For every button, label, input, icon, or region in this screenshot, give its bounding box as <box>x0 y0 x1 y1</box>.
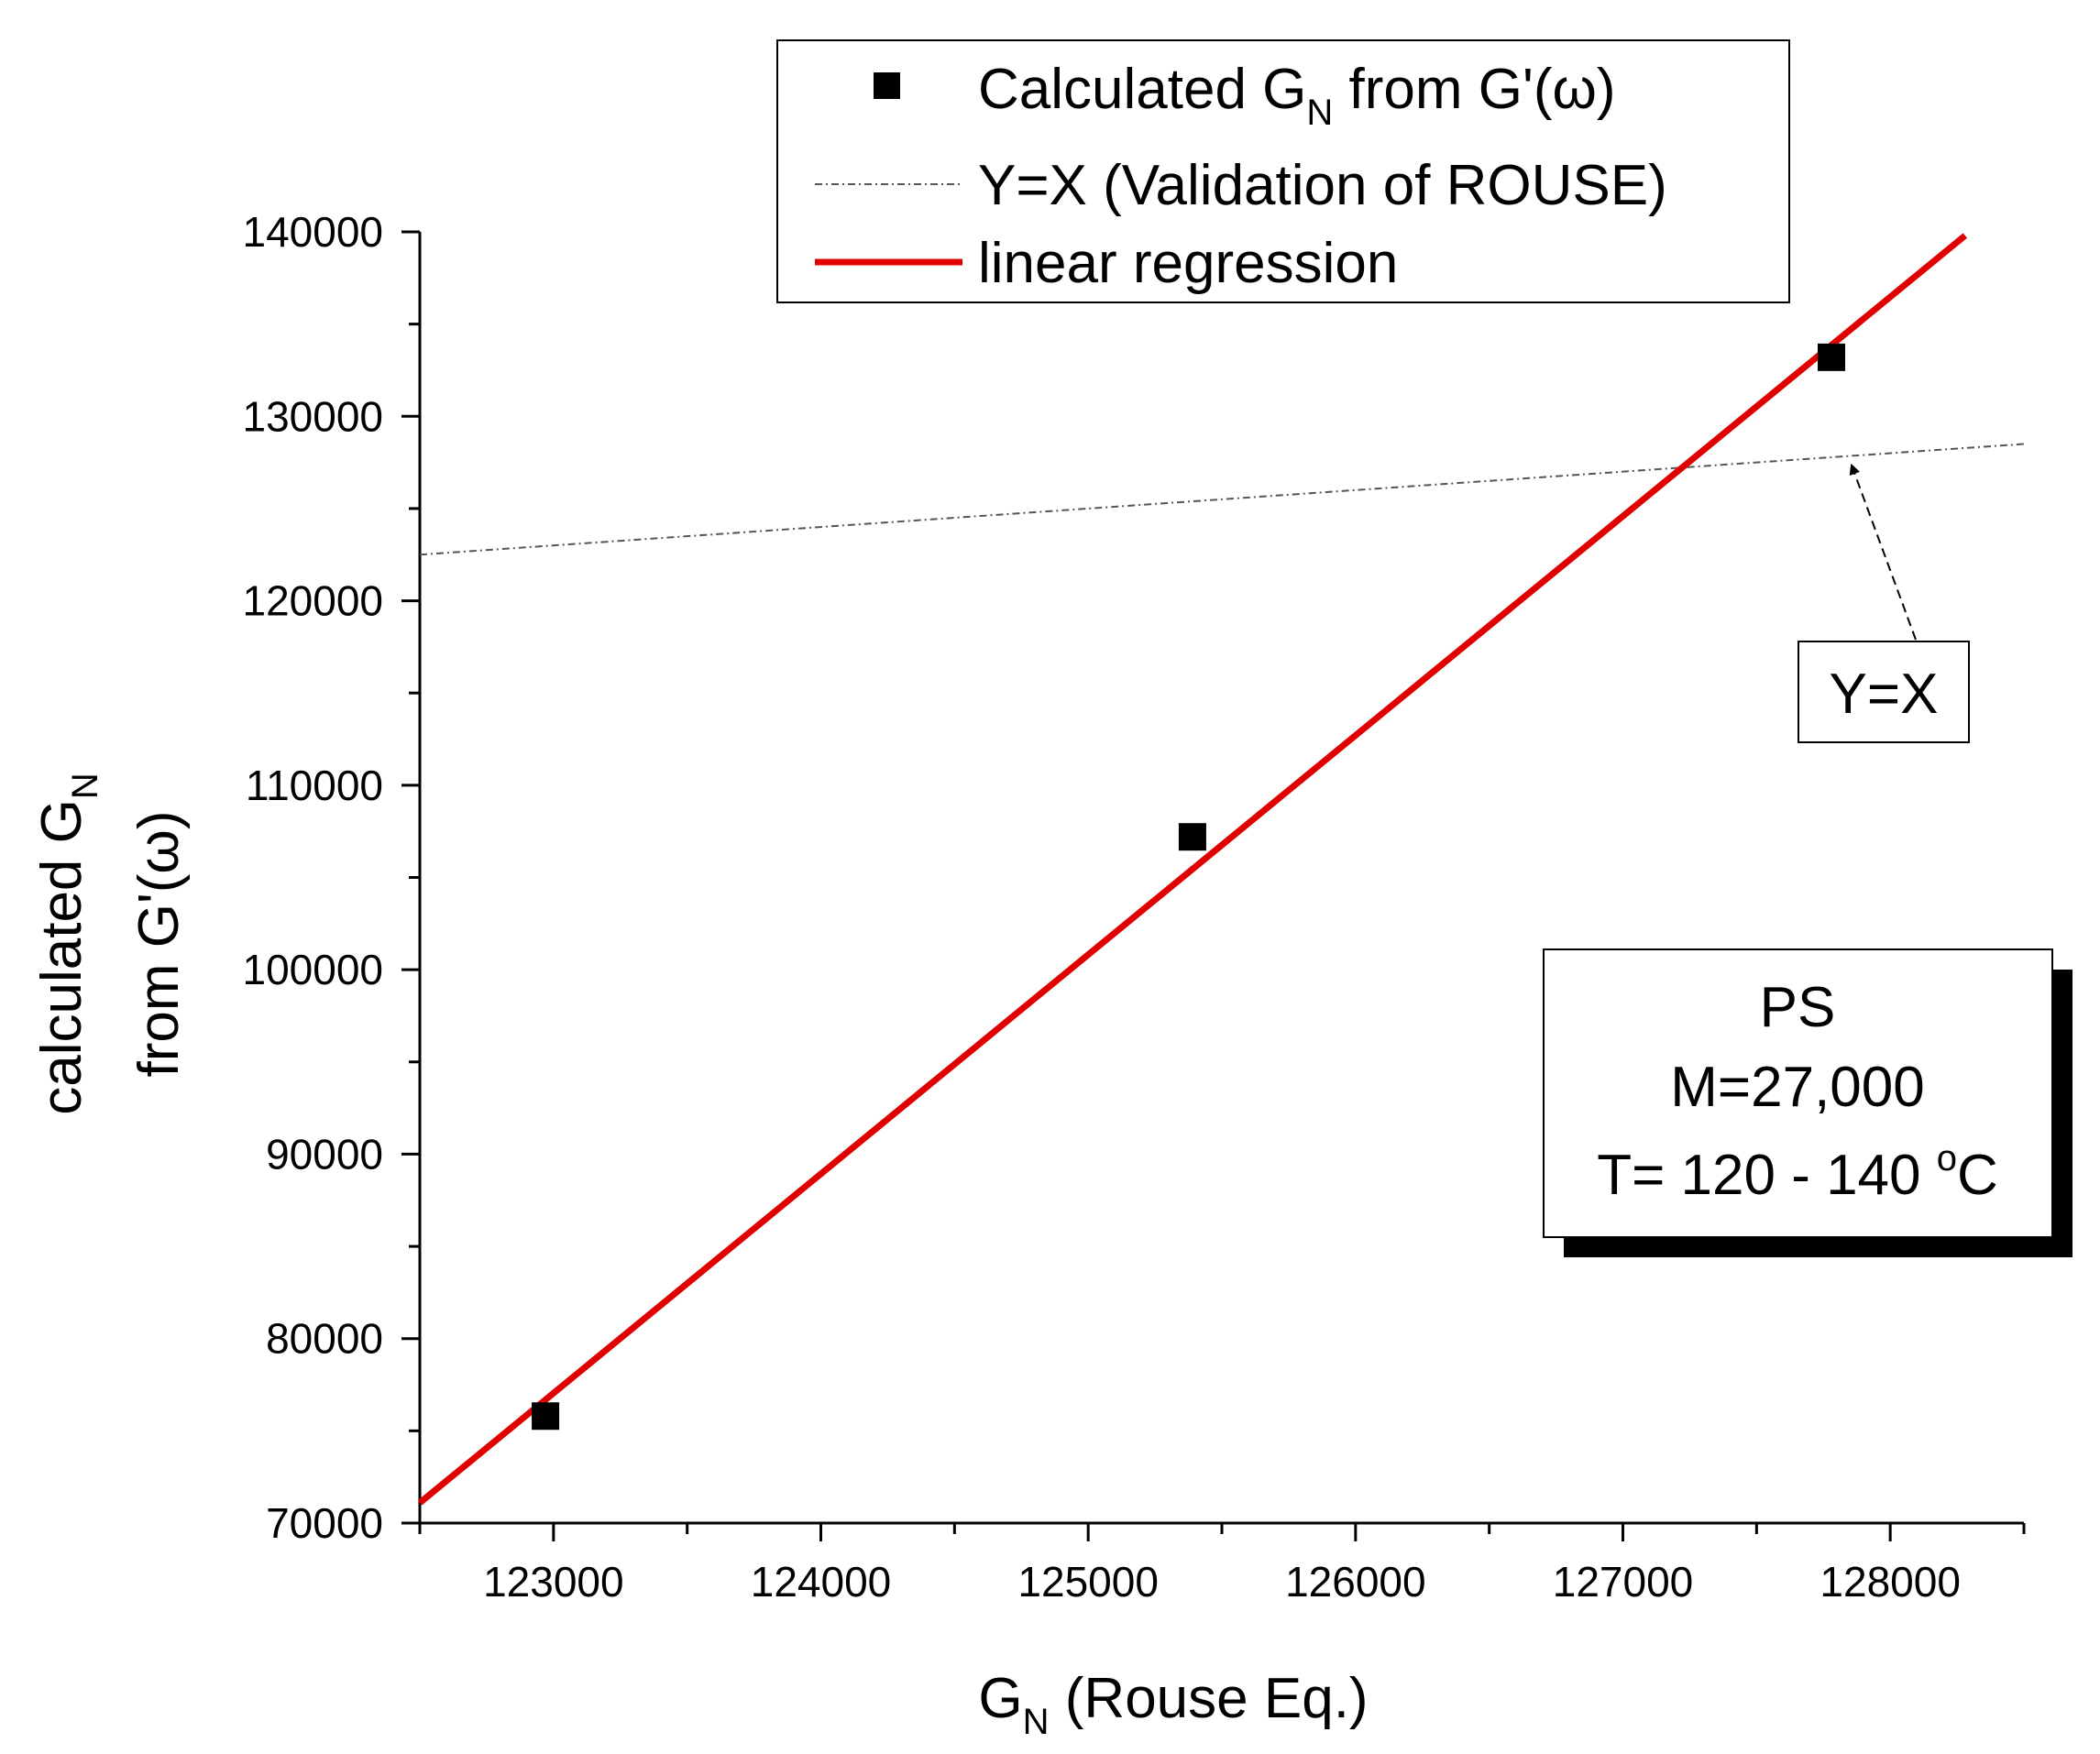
series-layer <box>417 233 2025 1506</box>
yx-callout-label: Y=X <box>1830 663 1939 726</box>
y-tick-label: 140000 <box>243 208 384 256</box>
y-axis-title: calculated GN from G'(ω) <box>30 773 191 1115</box>
legend-label-scatter: Calculated GN from G'(ω) <box>978 58 1616 133</box>
x-tick-labels: 123000 124000 125000 126000 127000 128000 <box>483 1558 1961 1606</box>
x-axis-title: GN (Rouse Eq.) <box>978 1667 1368 1742</box>
info-box: PS M=27,000 T= 120 - 140 oC <box>1543 948 2073 1257</box>
legend-frame <box>776 39 1790 303</box>
info-box-frame <box>1543 948 2053 1238</box>
x-tick-label: 123000 <box>483 1558 624 1606</box>
x-tick-label: 125000 <box>1017 1558 1159 1606</box>
y-tick-label: 90000 <box>266 1130 383 1178</box>
svg-text:calculated GN: calculated GN <box>30 773 105 1115</box>
x-tick-label: 128000 <box>1820 1558 1961 1606</box>
y-tick-label: 130000 <box>243 392 384 440</box>
y-tick-label: 70000 <box>266 1499 383 1547</box>
y-tick-labels: 70000 80000 90000 100000 110000 120000 130000 1… <box>243 208 384 1547</box>
y-tick-label: 120000 <box>243 577 384 625</box>
y-tick-label: 100000 <box>243 946 384 993</box>
y-tick-label: 80000 <box>266 1315 383 1363</box>
data-point <box>1818 343 1845 371</box>
axes <box>401 230 2026 1541</box>
yx-callout: Y=X <box>1798 463 1970 743</box>
info-box-line-3: T= 120 - 140 oC <box>1597 1138 1998 1207</box>
y-tick-label: 110000 <box>246 762 383 809</box>
info-box-line-1: PS <box>1760 976 1836 1039</box>
svg-text:from G'(ω): from G'(ω) <box>127 810 191 1077</box>
x-tick-label: 127000 <box>1553 1558 1694 1606</box>
info-box-line-2: M=27,000 <box>1670 1056 1925 1119</box>
regression-line <box>417 233 1968 1506</box>
yx-reference-line <box>419 443 2025 556</box>
legend-label-regression: linear regression <box>978 232 1398 295</box>
legend-label-yx: Y=X (Validation of ROUSE) <box>978 154 1667 217</box>
legend: Calculated GN from G'(ω) Y=X (Validation… <box>776 39 1790 303</box>
yx-callout-arrow <box>1849 463 1917 641</box>
legend-marker-scatter <box>874 72 900 99</box>
x-tick-label: 126000 <box>1285 1558 1426 1606</box>
x-tick-label: 124000 <box>751 1558 892 1606</box>
yx-callout-frame <box>1798 641 1970 743</box>
data-point <box>532 1402 560 1431</box>
data-point <box>1178 823 1206 851</box>
